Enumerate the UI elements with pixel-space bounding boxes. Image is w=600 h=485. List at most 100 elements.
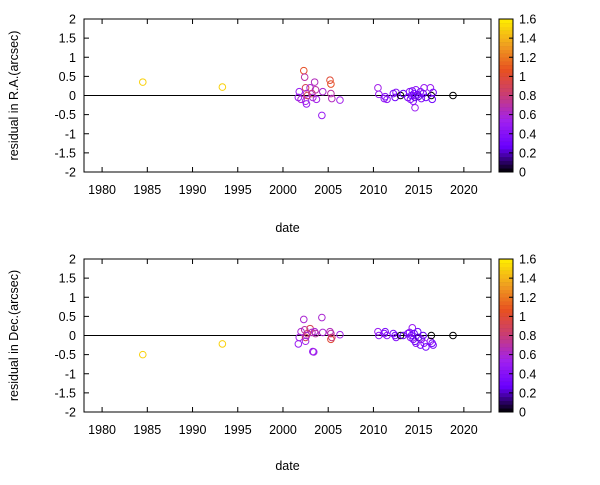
x-tick-label: 2015	[405, 423, 433, 437]
colorbar-tick-label: 0.4	[519, 127, 536, 141]
colorbar-band	[499, 76, 513, 81]
colorbar-band	[499, 304, 513, 310]
colorbar-tick-label: 0.4	[519, 367, 536, 381]
data-point	[302, 100, 311, 108]
colorbar-band	[499, 95, 513, 100]
colorbar-band	[499, 22, 513, 28]
data-point	[422, 343, 430, 351]
data-point	[318, 87, 327, 96]
data-point	[301, 84, 310, 92]
colorbar-band	[499, 343, 513, 348]
colorbar-band	[499, 53, 513, 58]
colorbar-tick-label: 1	[519, 310, 526, 324]
data-point	[312, 95, 321, 104]
data-point	[412, 85, 420, 94]
colorbar-band	[499, 293, 513, 298]
colorbar-band	[499, 285, 513, 290]
data-point	[294, 340, 303, 348]
data-point	[309, 93, 317, 102]
colorbar-band	[499, 156, 513, 161]
data-point	[299, 315, 308, 324]
data-point	[427, 331, 436, 340]
colorbar-band	[499, 149, 513, 154]
colorbar-tick-label: 0.2	[519, 386, 536, 400]
colorbar-band	[499, 262, 513, 268]
x-tick-label: 1990	[179, 183, 207, 197]
y-axis-label: residual in R.A.(arcsec)	[7, 31, 21, 161]
colorbar-band	[499, 331, 513, 336]
colorbar-band	[499, 41, 513, 47]
chart-panel-2: -2 -1.5 -1 -0.5 0 0.5 1 1.5 2 1980 1985 1990 1995 200…	[7, 253, 536, 474]
colorbar-band	[499, 404, 513, 409]
colorbar-band	[499, 87, 513, 93]
colorbar-tick-label: 1.4	[519, 272, 536, 286]
data-point	[318, 328, 327, 337]
colorbar-band	[499, 408, 513, 413]
colorbar-band	[499, 392, 513, 398]
y-tick-label: 1	[69, 291, 76, 305]
data-point	[374, 84, 382, 92]
colorbar-band	[499, 362, 513, 367]
data-point	[392, 333, 400, 342]
data-point	[311, 85, 320, 94]
colorbar-tick-label: 1.2	[519, 291, 536, 305]
data-point	[218, 340, 227, 348]
data-point	[375, 90, 383, 99]
data-point	[417, 335, 426, 344]
x-tick-label: 2010	[360, 423, 388, 437]
x-tick-label: 2005	[314, 183, 342, 197]
colorbar-tick-label: 1.6	[519, 253, 536, 267]
colorbar-band	[499, 168, 513, 173]
colorbar-tick-label: 0.6	[519, 348, 536, 362]
data-point	[301, 337, 310, 346]
x-tick-label: 1980	[88, 183, 116, 197]
colorbar-band	[499, 324, 513, 329]
data-point	[299, 66, 308, 75]
colorbar-band	[499, 126, 513, 131]
colorbar-band	[499, 389, 513, 394]
x-tick-label: 1985	[133, 423, 161, 437]
y-tick-label: 1.5	[59, 32, 76, 46]
x-tick-label: 2005	[314, 423, 342, 437]
colorbar-band	[499, 30, 513, 35]
x-tick-label: 2010	[360, 183, 388, 197]
x-tick-label: 1985	[133, 183, 161, 197]
x-tick-label: 2000	[269, 423, 297, 437]
colorbar-band	[499, 103, 513, 108]
colorbar-band	[499, 266, 513, 271]
y-tick-label: 0.5	[59, 70, 76, 84]
x-tick-label: 2000	[269, 183, 297, 197]
colorbar-band	[499, 308, 513, 313]
colorbar-tick-label: 1.6	[519, 13, 536, 27]
colorbar-band	[499, 346, 513, 352]
data-point	[295, 87, 304, 96]
x-axis-label: date	[275, 459, 299, 473]
colorbar-band	[499, 99, 513, 104]
colorbar-tick-label: 0.8	[519, 89, 536, 103]
data-point	[375, 331, 383, 340]
data-point	[327, 329, 335, 338]
colorbar-band	[499, 34, 513, 39]
colorbar-band	[499, 141, 513, 146]
colorbar-band	[499, 129, 513, 135]
y-tick-label: 1	[69, 51, 76, 65]
colorbar-band	[499, 19, 513, 24]
data-point	[416, 341, 425, 349]
data-point	[327, 89, 335, 98]
colorbar-band	[499, 110, 513, 116]
data-point	[297, 95, 305, 104]
colorbar-band	[499, 335, 513, 340]
y-tick-label: 0	[69, 89, 76, 103]
colorbar-tick-label: 0.2	[519, 146, 536, 160]
y-tick-label: 0.5	[59, 310, 76, 324]
colorbar-tick-label: 0	[519, 406, 526, 420]
colorbar-band	[499, 350, 513, 356]
colorbar-band	[499, 385, 513, 390]
data-point	[310, 78, 319, 86]
data-point	[410, 329, 418, 338]
x-tick-label: 1995	[224, 423, 252, 437]
colorbar-band	[499, 38, 513, 43]
chart-panel-1: -2 -1.5 -1 -0.5 0 0.5 1 1.5 2 1980 1985 1990 1995 200…	[7, 13, 536, 236]
data-point	[391, 93, 399, 102]
colorbar-band	[499, 68, 513, 73]
